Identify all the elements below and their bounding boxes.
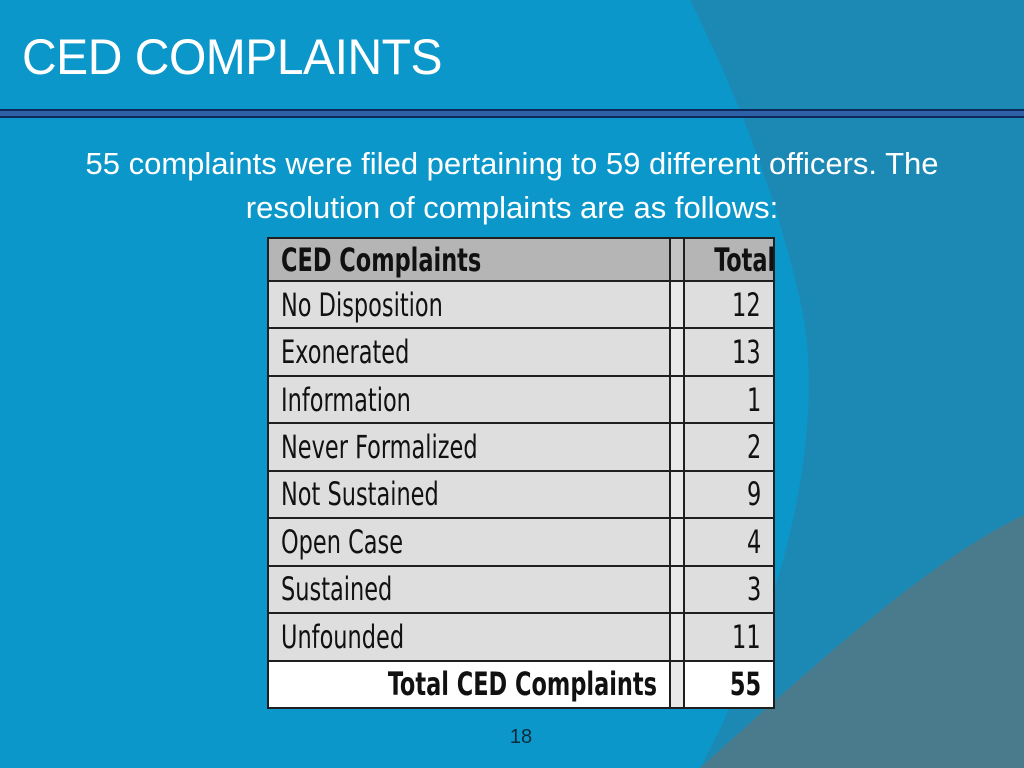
header-total-label: Total <box>714 240 774 279</box>
header-spacer <box>669 237 685 282</box>
table-header-row: CED Complaints Total <box>267 237 775 282</box>
row-label: Sustained <box>281 570 393 609</box>
table-total-row: Total CED Complaints 55 <box>267 659 775 709</box>
table-row: Sustained 3 <box>267 564 775 615</box>
row-label: Open Case <box>281 522 404 561</box>
table-row: Unfounded 11 <box>267 612 775 662</box>
row-label: Unfounded <box>281 617 405 656</box>
page-number: 18 <box>509 726 533 748</box>
row-total: 4 <box>746 522 761 561</box>
complaints-table: CED Complaints Total No Disposition 12 E… <box>267 237 775 709</box>
slide-title: CED COMPLAINTS <box>22 29 443 85</box>
title-divider <box>0 109 1024 118</box>
row-label: Not Sustained <box>281 475 439 514</box>
ced-complaints-table: CED Complaints Total No Disposition 12 E… <box>267 237 775 709</box>
total-value: 55 <box>729 665 761 704</box>
row-total: 11 <box>732 617 761 656</box>
row-label: Never Formalized <box>281 428 478 467</box>
row-total: 9 <box>746 475 761 514</box>
table-row: Exonerated 13 <box>267 327 775 377</box>
row-total: 12 <box>732 285 761 324</box>
header-label: CED Complaints <box>281 240 482 279</box>
total-label: Total CED Complaints <box>387 665 657 704</box>
table-row: No Disposition 12 <box>267 279 775 330</box>
row-total: 1 <box>746 380 761 419</box>
table-row: Open Case 4 <box>267 517 775 567</box>
row-label: No Disposition <box>281 285 443 324</box>
row-total: 13 <box>732 333 761 372</box>
row-total: 2 <box>746 428 761 467</box>
row-label: Information <box>281 380 411 419</box>
row-total: 3 <box>746 570 761 609</box>
row-label: Exonerated <box>281 333 410 372</box>
intro-text: 55 complaints were filed pertaining to 5… <box>85 146 939 225</box>
table-row: Not Sustained 9 <box>267 469 775 520</box>
header-ced-complaints: CED Complaints <box>267 237 671 282</box>
table-row: Information 1 <box>267 374 775 425</box>
table-row: Never Formalized 2 <box>267 422 775 472</box>
header-total: Total <box>683 237 775 282</box>
